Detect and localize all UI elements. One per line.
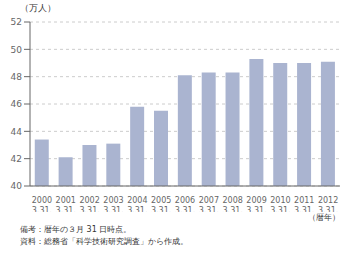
svg-text:40: 40 [11,181,23,191]
svg-text:46: 46 [11,99,23,109]
html-text:資料：総務省「科学技術研究調査」から作成。: 資料：総務省「科学技術研究調査」から作成。 [20,237,188,246]
svg-text:20083.31.: 20083.31. [223,196,243,212]
html-text:備考：暦年の３月 31 日時点。: 備考：暦年の３月 31 日時点。 [20,225,132,234]
svg-text:20073.31.: 20073.31. [199,196,219,212]
svg-text:20103.31.: 20103.31. [270,196,290,212]
svg-text:48: 48 [11,72,23,82]
svg-text:52: 52 [11,17,22,27]
html-text:（暦年）: （暦年） [308,213,340,222]
svg-text:20033.31.: 20033.31. [103,196,123,212]
svg-text:20113.31.: 20113.31. [294,196,314,212]
svg-text:42: 42 [11,154,22,164]
svg-text:20023.31.: 20023.31. [79,196,99,212]
html-text:（万人）: （万人） [20,3,56,13]
svg-text:20013.31.: 20013.31. [56,196,76,212]
svg-text:20053.31.: 20053.31. [151,196,171,212]
svg-text:20093.31.: 20093.31. [246,196,266,212]
svg-text:20063.31.: 20063.31. [175,196,195,212]
svg-text:44: 44 [11,127,23,137]
svg-text:20043.31.: 20043.31. [127,196,147,212]
svg-text:20003.31.: 20003.31. [32,196,52,212]
svg-text:20123.31.: 20123.31. [318,196,338,212]
svg-text:50: 50 [11,45,23,55]
